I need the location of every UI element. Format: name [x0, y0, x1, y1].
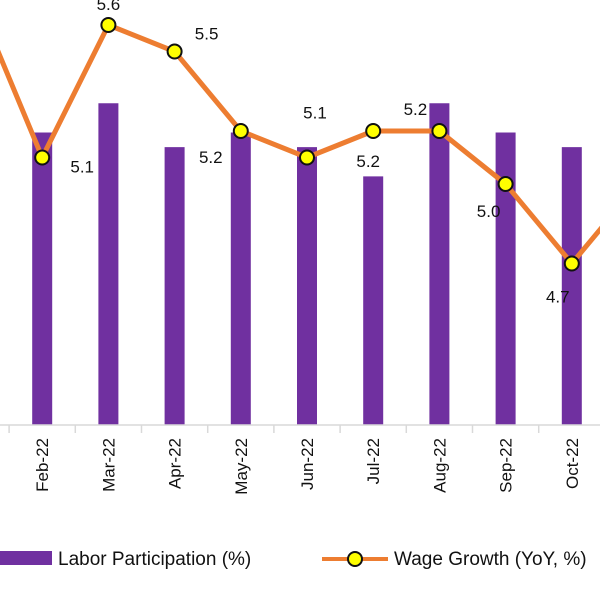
bar-sep-22	[495, 132, 516, 425]
x-tick-label-aug-22: Aug-22	[430, 438, 449, 493]
legend-label-labor-participation: Labor Participation (%)	[58, 549, 251, 570]
bar-jul-22	[363, 176, 384, 425]
data-label-apr-22: 5.5	[195, 25, 219, 44]
marker-aug-22	[431, 123, 448, 139]
data-label-may-22: 5.2	[199, 148, 223, 167]
x-tick-label-sep-22: Sep-22	[497, 438, 516, 493]
legend: Labor Participation (%) Wage Growth (YoY…	[0, 549, 587, 570]
bar-oct-22	[561, 147, 582, 425]
bar-feb-22	[32, 132, 53, 425]
data-label-oct-22: 4.7	[546, 288, 570, 307]
data-label-mar-22: 5.6	[97, 0, 121, 14]
marker-apr-22	[166, 43, 183, 60]
legend-swatch-marker-wage-growth	[347, 551, 363, 567]
marker-jul-22	[365, 123, 382, 139]
x-tick-label-oct-22: Oct-22	[563, 438, 582, 489]
marker-sep-22	[497, 176, 514, 192]
bar-may-22	[230, 132, 251, 425]
x-tick-label-jun-22: Jun-22	[298, 438, 317, 490]
marker-may-22	[232, 123, 249, 139]
marker-oct-22	[563, 255, 580, 272]
x-tick-label-feb-22: Feb-22	[33, 438, 52, 492]
bar-mar-22	[98, 103, 119, 425]
bar-aug-22	[429, 103, 450, 425]
marker-feb-22	[34, 149, 51, 166]
marker-jun-22	[299, 149, 315, 166]
bar-apr-22	[164, 147, 185, 425]
x-tick-label-apr-22: Apr-22	[166, 438, 185, 489]
x-axis-labels: Feb-22 Mar-22 Apr-22 May-22 Jun-22 Jul-22 Aug-…	[33, 438, 582, 495]
data-label-aug-22: 5.2	[404, 100, 428, 119]
x-axis-ticks	[8, 425, 540, 433]
data-label-sep-22: 5.0	[477, 202, 501, 221]
bar-series-labor-participation	[32, 103, 582, 425]
data-label-feb-22: 5.1	[70, 158, 94, 177]
data-labels: 5.75.15.65.55.25.15.25.25.04.7	[70, 0, 570, 307]
line-markers	[34, 17, 580, 272]
x-tick-label-jul-22: Jul-22	[364, 438, 383, 484]
x-tick-label-may-22: May-22	[232, 438, 251, 495]
x-tick-label-mar-22: Mar-22	[99, 438, 118, 492]
marker-mar-22	[100, 17, 117, 33]
bar-jun-22	[297, 147, 317, 425]
legend-label-wage-growth: Wage Growth (YoY, %)	[394, 549, 587, 570]
data-label-jul-22: 5.2	[356, 152, 380, 171]
legend-swatch-labor-participation	[0, 551, 52, 565]
data-label-jun-22: 5.1	[303, 104, 327, 123]
